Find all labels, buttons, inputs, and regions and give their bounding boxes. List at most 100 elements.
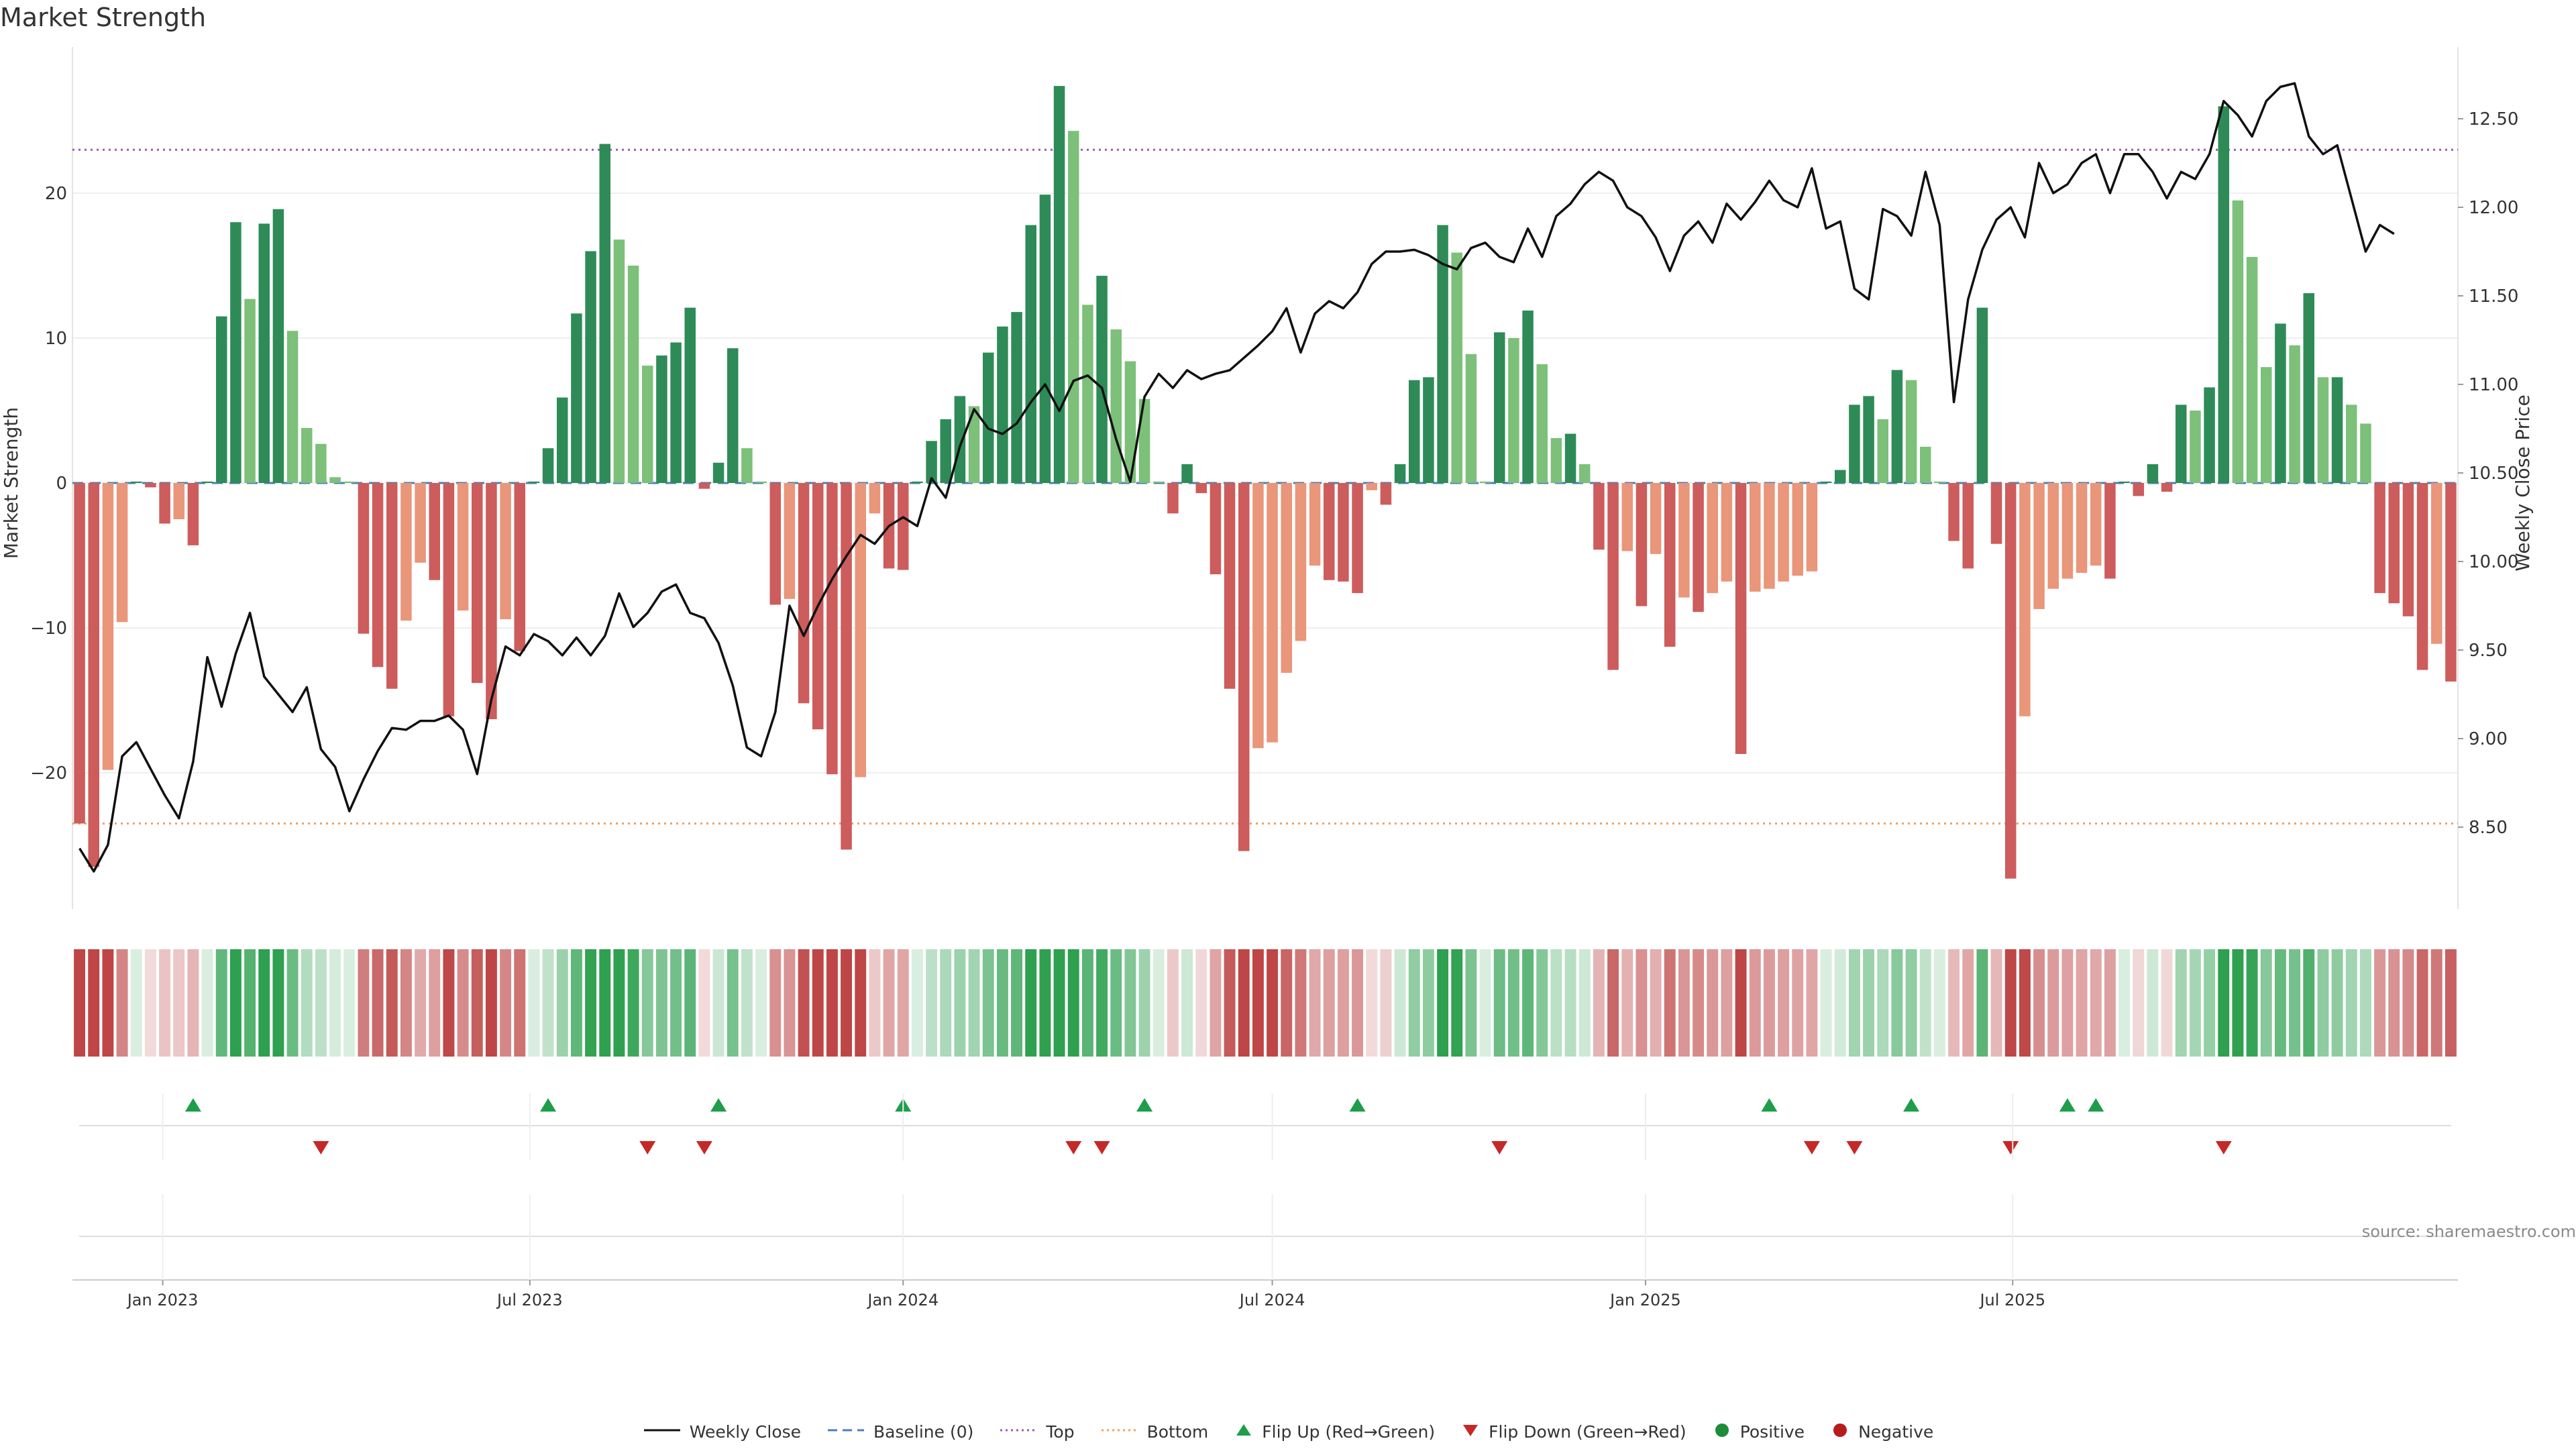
- ribbon-cell: [1210, 949, 1222, 1057]
- ribbon-cell: [2430, 949, 2443, 1057]
- legend-swatch: [999, 1422, 1038, 1442]
- triangle-up-icon: [1234, 1422, 1254, 1442]
- ribbon-cell: [1437, 949, 1449, 1057]
- ribbon-cell: [996, 949, 1008, 1057]
- strength-bar: [585, 251, 596, 483]
- strength-bar: [542, 448, 554, 483]
- strength-bar: [2004, 483, 2017, 879]
- strength-bar: [1224, 483, 1236, 689]
- strength-bar: [2190, 411, 2201, 483]
- ribbon-cell: [2289, 949, 2301, 1057]
- ribbon-cell: [1252, 949, 1264, 1057]
- ribbon-cell: [968, 949, 980, 1057]
- strength-bar: [712, 462, 724, 483]
- ribbon-cell: [1181, 949, 1193, 1057]
- ribbon-cell: [627, 949, 639, 1057]
- strength-bar: [912, 481, 923, 483]
- strength-bar: [1366, 483, 1378, 490]
- strength-bar: [1607, 483, 1619, 670]
- ribbon-cell: [542, 949, 554, 1057]
- strength-bar: [2076, 483, 2088, 573]
- strength-bar: [429, 483, 441, 580]
- legend-item: Bottom: [1100, 1422, 1208, 1442]
- strength-bar: [1167, 483, 1179, 514]
- strength-bar: [869, 483, 881, 514]
- strength-bar: [1664, 483, 1676, 647]
- strength-bar: [1948, 483, 1960, 541]
- y2-tick-label: 9.00: [2469, 729, 2508, 749]
- ribbon-cell: [1267, 949, 1279, 1057]
- strength-bar: [1934, 481, 1945, 483]
- legend-label: Negative: [1858, 1422, 1934, 1442]
- strength-bar: [1323, 483, 1335, 580]
- ribbon-cell: [1281, 949, 1293, 1057]
- strength-bar: [798, 483, 810, 704]
- ribbon-cell: [272, 949, 284, 1057]
- strength-bar: [1210, 483, 1222, 575]
- ribbon-cell: [2359, 949, 2371, 1057]
- strength-bar: [116, 483, 128, 623]
- ribbon-cell: [1067, 949, 1079, 1057]
- ribbon-cell: [2416, 949, 2428, 1057]
- strength-bar: [2161, 483, 2173, 492]
- ribbon-cell: [429, 949, 441, 1057]
- ribbon-cell: [2019, 949, 2031, 1057]
- strength-bar: [940, 419, 952, 483]
- strength-bar: [1138, 398, 1150, 483]
- flip-markers-panel: [79, 1098, 2451, 1155]
- strength-bar: [613, 239, 625, 483]
- strength-bar: [244, 299, 256, 483]
- ribbon-cell: [2147, 949, 2159, 1057]
- strength-bar: [1650, 483, 1662, 554]
- ribbon-cell: [1593, 949, 1605, 1057]
- ribbon-cell: [1337, 949, 1349, 1057]
- y2-tick-label: 9.50: [2469, 641, 2508, 661]
- flip-down-marker: [1065, 1141, 1082, 1155]
- ribbon-cell: [2232, 949, 2244, 1057]
- strength-bar: [826, 483, 838, 775]
- y2-tick-label: 11.00: [2469, 375, 2518, 395]
- ribbon-cell: [1891, 949, 1903, 1057]
- ribbon-cell: [1152, 949, 1165, 1057]
- strength-bar: [1479, 481, 1491, 483]
- ribbon-cell: [1550, 949, 1562, 1057]
- strength-bar: [2218, 106, 2230, 483]
- ribbon-cell: [116, 949, 128, 1057]
- strength-bar: [159, 483, 170, 524]
- strength-bar: [1635, 483, 1648, 606]
- legend-item: Flip Down (Green→Red): [1460, 1422, 1686, 1442]
- strength-bar: [1295, 483, 1307, 641]
- strength-bar: [358, 483, 370, 634]
- ribbon-cell: [641, 949, 653, 1057]
- legend: Weekly Close Baseline (0) Top Bottom Flip Up…: [0, 1422, 2576, 1442]
- strength-bar: [514, 483, 526, 651]
- ribbon-cell: [400, 949, 412, 1057]
- y-tick-label: −20: [30, 763, 67, 784]
- strength-bar: [2246, 257, 2258, 483]
- ribbon-cell: [286, 949, 299, 1057]
- legend-swatch: [1100, 1422, 1139, 1442]
- y-tick-label: 10: [45, 329, 67, 349]
- ribbon-cell: [88, 949, 100, 1057]
- strength-bar: [2360, 423, 2371, 483]
- ribbon-cell: [1053, 949, 1065, 1057]
- ribbon-cell: [1380, 949, 1392, 1057]
- x-tick-label: Jul 2024: [1238, 1291, 1305, 1309]
- strength-bar: [2047, 483, 2059, 589]
- reference-lines: [72, 148, 2458, 825]
- ribbon-cell: [869, 949, 881, 1057]
- ribbon-cell: [1962, 949, 1974, 1057]
- strength-bar: [841, 483, 852, 850]
- ribbon-cell: [229, 949, 241, 1057]
- legend-swatch: [643, 1422, 682, 1442]
- legend-label: Top: [1046, 1422, 1075, 1442]
- ribbon-cell: [2246, 949, 2258, 1057]
- x-tick-label: Jan 2024: [866, 1291, 938, 1309]
- ribbon-cell: [1167, 949, 1179, 1057]
- ribbon-cell: [2388, 949, 2400, 1057]
- flip-down-marker: [313, 1141, 329, 1155]
- ribbon-cell: [769, 949, 782, 1057]
- ribbon-cell: [2374, 949, 2386, 1057]
- strength-bar: [2388, 483, 2400, 604]
- y-tick-label: 20: [45, 184, 67, 204]
